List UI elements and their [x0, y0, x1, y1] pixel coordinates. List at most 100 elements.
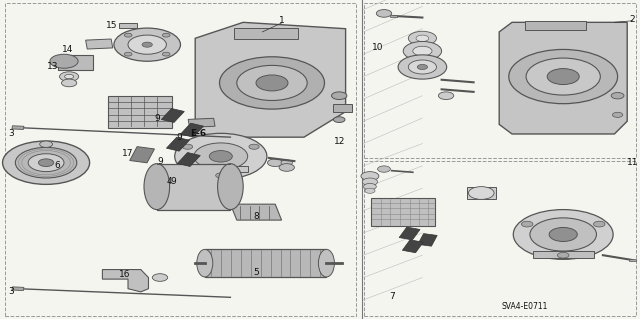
Text: 9: 9 — [177, 133, 182, 142]
Text: 2: 2 — [630, 15, 635, 24]
Polygon shape — [403, 240, 423, 253]
Circle shape — [364, 183, 376, 190]
Circle shape — [547, 69, 579, 85]
Text: 14: 14 — [61, 45, 73, 54]
Circle shape — [611, 93, 624, 99]
Circle shape — [417, 64, 428, 70]
Circle shape — [526, 58, 600, 95]
Circle shape — [416, 35, 429, 41]
Polygon shape — [188, 118, 215, 127]
Text: 8: 8 — [253, 212, 259, 221]
Circle shape — [378, 166, 390, 172]
Circle shape — [152, 274, 168, 281]
Text: SVA4-E0711: SVA4-E0711 — [502, 302, 548, 311]
Circle shape — [522, 221, 533, 227]
Circle shape — [124, 33, 132, 37]
Text: 13: 13 — [47, 63, 58, 71]
Polygon shape — [86, 39, 113, 49]
Circle shape — [413, 46, 432, 56]
Circle shape — [38, 159, 54, 167]
Polygon shape — [333, 105, 352, 112]
Circle shape — [40, 141, 52, 147]
Text: 15: 15 — [106, 21, 118, 30]
Circle shape — [124, 52, 132, 56]
Polygon shape — [390, 15, 397, 17]
Polygon shape — [629, 259, 636, 261]
Circle shape — [60, 72, 79, 81]
Text: 7: 7 — [389, 292, 394, 301]
Polygon shape — [161, 108, 184, 122]
Ellipse shape — [196, 249, 212, 277]
Polygon shape — [58, 55, 93, 70]
Text: 12: 12 — [333, 137, 345, 146]
Circle shape — [163, 52, 170, 56]
Text: 4: 4 — [167, 177, 172, 186]
Polygon shape — [102, 270, 148, 292]
Text: 6: 6 — [55, 161, 60, 170]
Text: E-6: E-6 — [190, 130, 207, 138]
Circle shape — [513, 210, 613, 259]
Polygon shape — [371, 198, 435, 226]
Polygon shape — [467, 187, 495, 199]
Polygon shape — [177, 152, 200, 167]
Text: 3: 3 — [9, 287, 14, 296]
Circle shape — [237, 65, 307, 100]
Polygon shape — [180, 123, 204, 137]
Text: 3: 3 — [9, 130, 14, 138]
Text: 9: 9 — [157, 157, 163, 166]
Circle shape — [361, 172, 379, 181]
Circle shape — [332, 92, 347, 100]
Polygon shape — [12, 287, 24, 291]
Circle shape — [279, 164, 294, 171]
Text: 9: 9 — [154, 114, 159, 122]
Ellipse shape — [144, 164, 170, 210]
Text: 16: 16 — [119, 270, 131, 279]
Text: 1: 1 — [279, 16, 284, 25]
Circle shape — [530, 218, 596, 251]
Circle shape — [220, 57, 324, 109]
Circle shape — [509, 49, 618, 104]
Circle shape — [468, 187, 494, 199]
Polygon shape — [230, 204, 282, 220]
Polygon shape — [418, 234, 437, 246]
Circle shape — [163, 33, 170, 37]
Polygon shape — [195, 22, 346, 137]
Circle shape — [61, 79, 77, 87]
Circle shape — [15, 147, 77, 178]
Circle shape — [209, 151, 232, 162]
Circle shape — [194, 143, 248, 170]
Circle shape — [593, 221, 605, 227]
Polygon shape — [12, 126, 24, 130]
Circle shape — [365, 188, 375, 193]
Polygon shape — [130, 147, 154, 163]
Circle shape — [28, 154, 64, 172]
Circle shape — [612, 112, 623, 117]
Polygon shape — [525, 21, 586, 30]
Circle shape — [128, 35, 166, 54]
Polygon shape — [157, 164, 230, 210]
Polygon shape — [532, 251, 594, 258]
Circle shape — [403, 41, 442, 61]
Circle shape — [175, 133, 267, 179]
Text: 11: 11 — [627, 158, 638, 167]
Text: 9: 9 — [170, 177, 175, 186]
Polygon shape — [399, 227, 420, 240]
Circle shape — [249, 144, 259, 149]
Circle shape — [376, 10, 392, 17]
Circle shape — [3, 141, 90, 184]
Polygon shape — [108, 96, 172, 128]
Polygon shape — [234, 28, 298, 39]
Polygon shape — [193, 166, 248, 172]
Polygon shape — [205, 249, 326, 277]
Polygon shape — [499, 22, 627, 134]
Circle shape — [398, 55, 447, 79]
Polygon shape — [119, 23, 137, 28]
Circle shape — [333, 117, 345, 122]
Circle shape — [182, 144, 193, 149]
Text: 10: 10 — [372, 43, 383, 52]
Circle shape — [50, 54, 78, 68]
Text: 5: 5 — [253, 268, 259, 277]
Circle shape — [408, 31, 436, 45]
Ellipse shape — [319, 249, 334, 277]
Circle shape — [256, 75, 288, 91]
